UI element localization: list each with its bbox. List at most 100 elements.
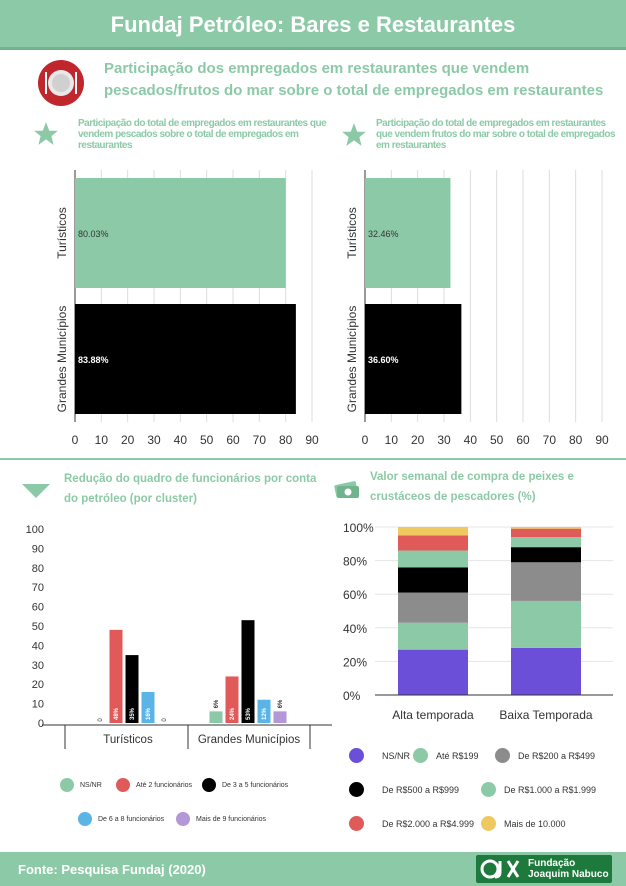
logo-text: Fundação Joaquim Nabuco [528,858,609,880]
x-category-label: Grandes Municípios [198,734,301,746]
stack-segment [511,537,581,548]
legend-item: NS/NR [349,748,410,763]
legend-label: De R$2.000 a R$4.999 [382,818,475,829]
chart4-legend: NS/NR Até R$199 De R$200 a R$499 De R$500 a… [345,742,615,842]
data-label: 32.46% [368,229,399,239]
legend-swatch [116,778,130,792]
y-tick-label: 80 [32,563,44,575]
x-tick-label: 50 [490,433,504,447]
bar [141,691,155,723]
restaurant-icon [37,59,85,107]
legend-item: Até 2 funcionários [116,778,192,792]
section2-title-line2: do petróleo (por cluster) [64,493,197,505]
x-tick-label: 30 [437,433,451,447]
y-tick-label: 70 [32,582,44,594]
legend-label: Mais de 10.000 [504,818,566,829]
legend-label: De 6 a 8 funcionários [98,815,165,823]
x-tick-label: 80 [279,433,293,447]
legend-swatch [495,748,510,763]
legend-item: Mais de 10.000 [481,816,566,831]
x-category-label: Turísticos [103,734,153,746]
y-tick-label: 100% [343,521,374,535]
data-label: 24% [230,707,236,720]
data-label: 83.88% [78,355,109,365]
section1-title-line1: Participação dos empregados em restauran… [104,60,530,77]
y-tick-label: 100 [26,524,44,536]
fundaj-logo: Fundação Joaquim Nabuco [476,855,612,883]
y-tick-label: 50 [32,621,44,633]
x-tick-label: 20 [411,433,425,447]
legend-swatch [481,782,496,797]
data-label: 12% [262,707,268,720]
section1-title-line2: pescados/frutos do mar sobre o total de … [104,82,604,99]
legend-label: NS/NR [80,781,102,789]
star-icon [33,121,59,152]
x-tick-label: 40 [174,433,188,447]
page-header: Fundaj Petróleo: Bares e Restaurantes [0,0,626,50]
x-tick-label: 30 [147,433,161,447]
legend-label: De R$500 a R$999 [382,784,460,795]
stack-segment [511,562,581,601]
y-tick-label: 20% [343,655,367,669]
stack-segment [398,622,468,650]
data-label: 0 [98,718,104,722]
section2-title-line1: Redução do quadro de funcionários por co… [64,473,317,485]
fundaj-logo-mark [480,859,520,879]
legend-item: De 6 a 8 funcionários [78,812,164,826]
page-title: Fundaj Petróleo: Bares e Restaurantes [110,12,516,37]
stack-segment [511,528,581,538]
stack-segment [398,535,468,551]
x-tick-label: 60 [516,433,530,447]
chart4-stacked-bar: 0% 20% 40% 60% 80% 100% Alta temporada Baixa Te… [343,521,613,722]
legend-label: Até R$199 [436,750,479,761]
stack-segment [398,567,468,593]
legend-item: De R$500 a R$999 [349,782,459,797]
y-category-label: Grandes Municípios [55,306,69,413]
y-tick-label: 0% [343,689,361,703]
data-label: 6% [214,699,220,708]
legend-label: De 3 a 5 funcionários [222,781,289,789]
data-label: 80.03% [78,229,109,239]
bar [241,620,255,723]
legend-swatch [349,748,364,763]
x-tick-label: 80 [569,433,583,447]
data-label: 16% [146,707,152,720]
bar [365,304,462,414]
x-tick-label: 0 [72,433,79,447]
stack-segment [398,592,468,623]
legend-swatch [176,812,190,826]
y-tick-label: 40% [343,622,367,636]
bar [75,178,286,288]
legend-label: De R$1.000 a R$1.999 [504,784,597,795]
x-category-label: Baixa Temporada [499,708,592,722]
divider [0,458,626,460]
x-tick-label: 90 [595,433,609,447]
data-label: 53% [246,707,252,720]
money-icon [333,478,361,505]
y-tick-label: 90 [32,543,44,555]
legend-swatch [413,748,428,763]
y-tick-label: 60 [32,602,44,614]
section3-title: Valor semanal de compra de peixes e crus… [370,467,610,507]
triangle-down-icon [22,484,50,503]
x-tick-label: 60 [226,433,240,447]
section1-title: Participação dos empregados em restauran… [104,58,614,102]
bar [365,178,451,288]
chart2-title: Participação do total de empregados em r… [376,118,616,151]
x-tick-label: 90 [305,433,319,447]
legend-swatch [78,812,92,826]
stack-segment [511,547,581,563]
section3-title-line1: Valor semanal de compra de peixes e [370,471,574,483]
legend-item: NS/NR [60,778,102,792]
footer-source: Fonte: Pesquisa Fundaj (2020) [18,862,206,877]
bar [109,629,123,723]
legend-label: De R$200 a R$499 [518,750,596,761]
data-label: 6% [278,699,284,708]
bar [75,304,296,414]
data-label: 36.60% [368,355,399,365]
legend-item: De R$200 a R$499 [495,748,595,763]
data-label: 35% [130,707,136,720]
chart3-legend: NS/NR Até 2 funcionários De 3 a 5 funcioná… [50,772,340,838]
y-tick-label: 0 [38,718,44,730]
stack-segment [511,527,581,529]
